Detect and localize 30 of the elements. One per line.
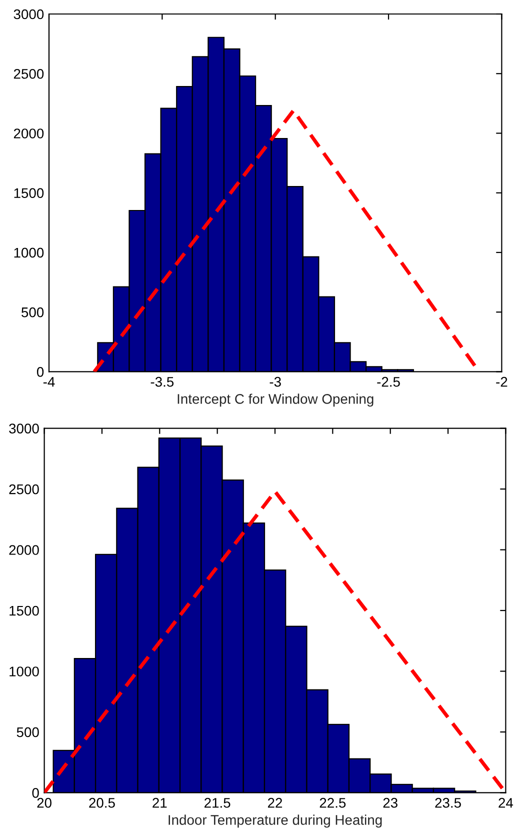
x-tick-label: -2 xyxy=(496,376,508,387)
x-tick-label: -4 xyxy=(43,377,55,387)
x-axis-title: Intercept C for Window Opening xyxy=(178,394,374,407)
y-tick-label: 3000 xyxy=(9,424,39,434)
y-tick-label: 1000 xyxy=(14,248,44,258)
y-tick-label: 2000 xyxy=(9,545,39,555)
y-tick-label: 1000 xyxy=(10,666,39,676)
y-tick-label: 500 xyxy=(22,307,44,318)
x-axis-title: Indoor Temperature during Heating xyxy=(168,814,382,828)
x-tick-label: 24 xyxy=(498,798,514,808)
y-tick-label: 2500 xyxy=(9,484,39,494)
y-tick-label: 3000 xyxy=(14,9,44,20)
y-tick-label: 500 xyxy=(16,727,39,738)
y-tick-label: 0 xyxy=(32,788,39,798)
x-tick-label: 22 xyxy=(268,798,282,808)
x-tick-label: -3 xyxy=(270,376,281,387)
x-tick-label: 20 xyxy=(37,798,52,808)
x-tick-label: 20.5 xyxy=(89,798,115,808)
x-tick-label: -2.5 xyxy=(377,376,400,387)
y-tick-label: 0 xyxy=(36,367,44,377)
x-tick-label: -3.5 xyxy=(150,376,174,387)
y-tick-label: 2500 xyxy=(14,68,44,79)
x-tick-label: 22.5 xyxy=(320,798,346,808)
y-tick-label: 2000 xyxy=(14,128,44,138)
x-tick-label: 23.5 xyxy=(435,798,461,808)
x-tick-label: 21 xyxy=(152,798,167,808)
y-tick-label: 1500 xyxy=(10,606,39,616)
x-tick-label: 23 xyxy=(383,798,398,808)
x-tick-label: 21.5 xyxy=(204,798,230,808)
y-tick-label: 1500 xyxy=(14,188,44,198)
